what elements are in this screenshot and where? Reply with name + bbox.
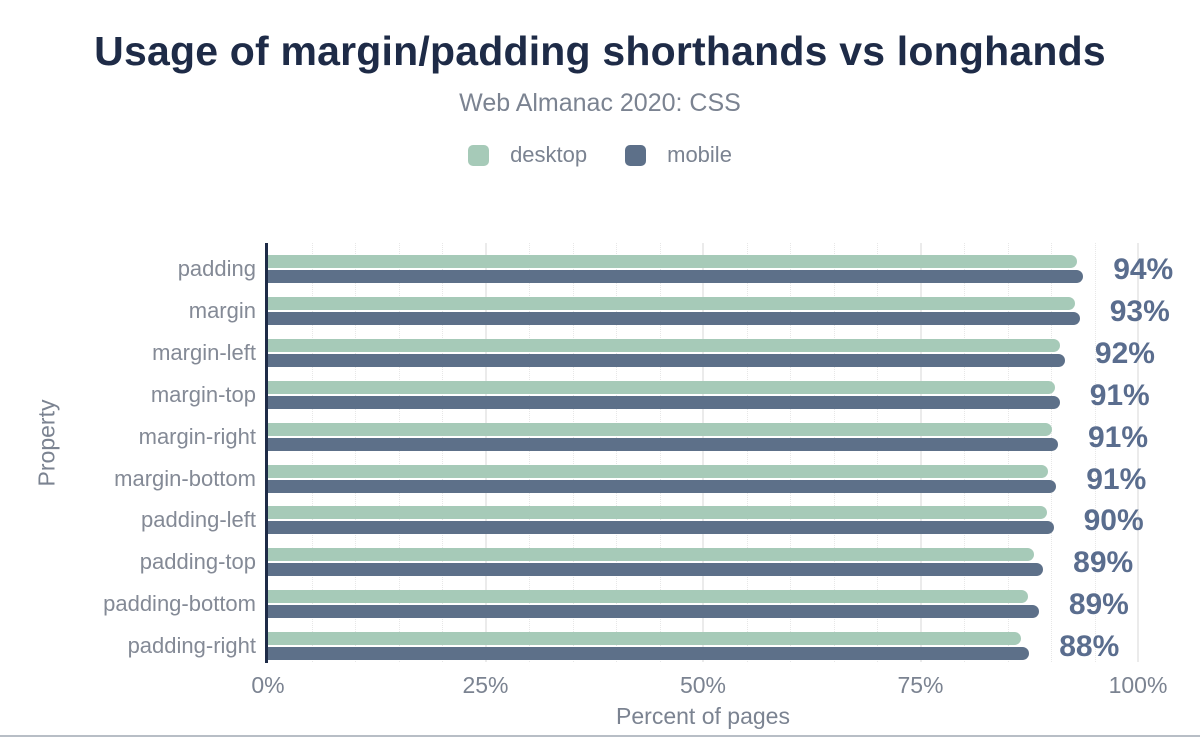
value-label: 91% bbox=[1089, 378, 1150, 412]
bar-desktop bbox=[268, 590, 1029, 604]
chart-subtitle: Web Almanac 2020: CSS bbox=[459, 89, 741, 117]
y-axis-title: Property bbox=[33, 399, 60, 487]
gridline-minor bbox=[355, 243, 356, 662]
bar-desktop bbox=[268, 380, 1056, 394]
gridline-major bbox=[484, 243, 487, 662]
value-label: 90% bbox=[1083, 504, 1144, 538]
gridline-minor bbox=[1094, 243, 1096, 662]
gridline-minor bbox=[964, 243, 965, 662]
x-axis-tick-label: 25% bbox=[462, 672, 509, 698]
gridline-minor bbox=[1007, 243, 1009, 662]
x-axis-tick-label: 50% bbox=[679, 672, 727, 698]
value-label: 89% bbox=[1073, 546, 1134, 580]
category-label: padding-bottom bbox=[103, 591, 256, 617]
legend-swatch-mobile bbox=[625, 144, 647, 166]
gridline-minor bbox=[442, 243, 443, 662]
value-label: 91% bbox=[1086, 462, 1147, 496]
bar-mobile bbox=[268, 270, 1084, 283]
bar-desktop bbox=[268, 338, 1060, 352]
value-label: 89% bbox=[1068, 588, 1129, 622]
value-label: 94% bbox=[1113, 253, 1174, 286]
x-axis-title: Percent of pages bbox=[616, 703, 790, 729]
legend-swatch-desktop bbox=[468, 144, 490, 166]
bar-desktop bbox=[268, 632, 1022, 646]
x-axis-tick-label: 0% bbox=[251, 672, 285, 698]
bar-mobile bbox=[268, 479, 1057, 493]
bar-mobile bbox=[268, 563, 1044, 577]
value-label: 91% bbox=[1087, 420, 1148, 454]
gridline-minor bbox=[529, 243, 530, 662]
category-label: padding-left bbox=[141, 507, 256, 533]
legend-item-mobile: mobile bbox=[625, 142, 732, 168]
gridline-minor bbox=[833, 243, 835, 662]
gridline-minor bbox=[746, 243, 748, 662]
legend-label: mobile bbox=[667, 142, 732, 167]
chart-title: Usage of margin/padding shorthands vs lo… bbox=[94, 28, 1106, 74]
bar-desktop bbox=[268, 506, 1047, 520]
category-label: margin bbox=[188, 297, 256, 323]
x-axis-tick-label: 100% bbox=[1108, 672, 1168, 698]
bar-mobile bbox=[268, 605, 1039, 619]
bar-desktop bbox=[268, 464, 1049, 478]
gridline-major bbox=[702, 243, 704, 662]
legend-item-desktop: desktop bbox=[468, 142, 587, 168]
x-axis-tick-label: 75% bbox=[897, 672, 944, 698]
bar-mobile bbox=[268, 521, 1054, 535]
gridline-minor bbox=[659, 243, 661, 662]
gridline-major bbox=[919, 243, 922, 662]
gridline-major bbox=[1137, 243, 1139, 662]
gridline-minor bbox=[572, 243, 574, 662]
category-label: padding-right bbox=[127, 633, 256, 659]
bar-mobile bbox=[268, 353, 1065, 367]
bar-desktop bbox=[268, 255, 1078, 268]
bar-mobile bbox=[268, 647, 1030, 661]
y-axis-line bbox=[265, 243, 268, 663]
category-label: margin-left bbox=[152, 339, 256, 365]
legend: desktop mobile bbox=[0, 142, 1200, 168]
category-label: margin-right bbox=[138, 423, 256, 449]
legend-label: desktop bbox=[510, 142, 588, 167]
bar-desktop bbox=[268, 422, 1052, 436]
bar-desktop bbox=[268, 296, 1076, 310]
category-label: margin-bottom bbox=[114, 465, 256, 491]
gridline-minor bbox=[877, 243, 878, 662]
gridline-minor bbox=[311, 243, 313, 662]
bar-mobile bbox=[268, 311, 1080, 325]
figure-bottom-border bbox=[0, 735, 1200, 737]
value-label: 88% bbox=[1059, 630, 1120, 664]
bar-desktop bbox=[268, 548, 1034, 562]
value-label: 92% bbox=[1094, 336, 1155, 370]
gridline-minor bbox=[398, 243, 400, 662]
bar-mobile bbox=[268, 437, 1058, 451]
category-label: margin-top bbox=[150, 381, 256, 407]
gridline-minor bbox=[616, 243, 617, 662]
gridline-minor bbox=[790, 243, 791, 662]
bar-mobile bbox=[268, 395, 1060, 409]
category-label: padding-top bbox=[139, 549, 256, 575]
value-label: 93% bbox=[1109, 294, 1170, 328]
gridline-minor bbox=[1051, 243, 1052, 662]
category-label: padding bbox=[177, 256, 256, 281]
